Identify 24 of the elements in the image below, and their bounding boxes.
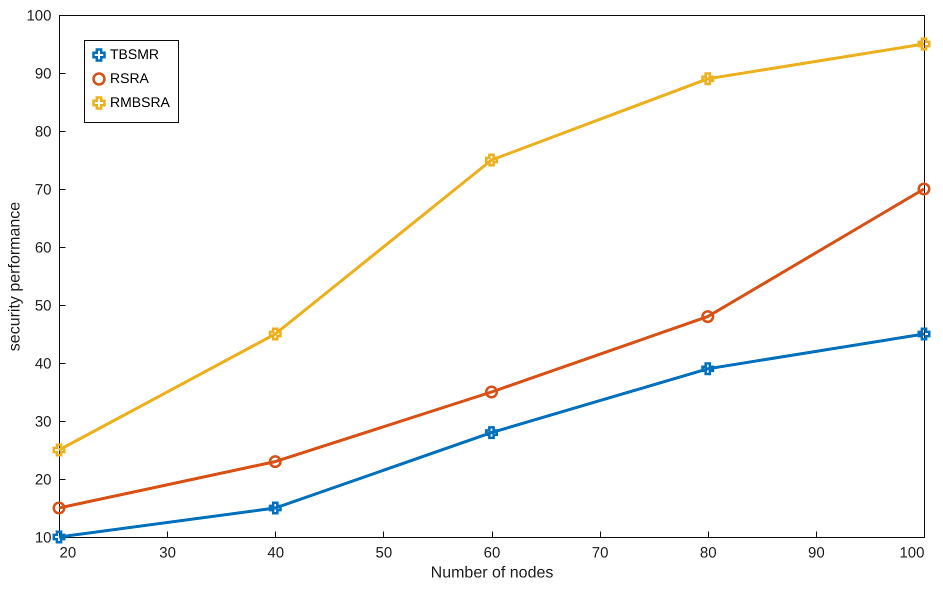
y-tick-label: 40 — [34, 356, 52, 372]
x-tick-label: 90 — [808, 544, 825, 562]
y-tick-label: 60 — [34, 240, 52, 256]
x-tick-label: 100 — [899, 544, 924, 562]
y-tick-label: 50 — [34, 298, 52, 314]
y-tick-label: 30 — [34, 414, 52, 430]
y-tick-label: 20 — [34, 472, 52, 488]
y-tick-label: 70 — [34, 182, 52, 198]
x-tick-label: 30 — [159, 544, 176, 562]
y-tick-label: 90 — [34, 66, 52, 82]
legend-label: RMBSRA — [110, 94, 171, 110]
x-tick-label: 60 — [484, 544, 500, 562]
legend-label: TBSMR — [110, 46, 159, 62]
y-tick-label: 80 — [34, 124, 52, 140]
y-tick-label: 100 — [26, 8, 52, 24]
x-tick-label: 20 — [60, 544, 76, 562]
x-tick-label: 80 — [700, 544, 717, 562]
x-tick-label: 70 — [592, 544, 608, 562]
y-tick-label: 10 — [34, 530, 52, 546]
y-axis-title: security performance — [6, 202, 24, 352]
x-axis-title: Number of nodes — [430, 564, 554, 582]
x-tick-label: 50 — [376, 544, 392, 562]
x-tick-label: 40 — [267, 544, 284, 562]
legend-label: RSRA — [110, 70, 150, 86]
